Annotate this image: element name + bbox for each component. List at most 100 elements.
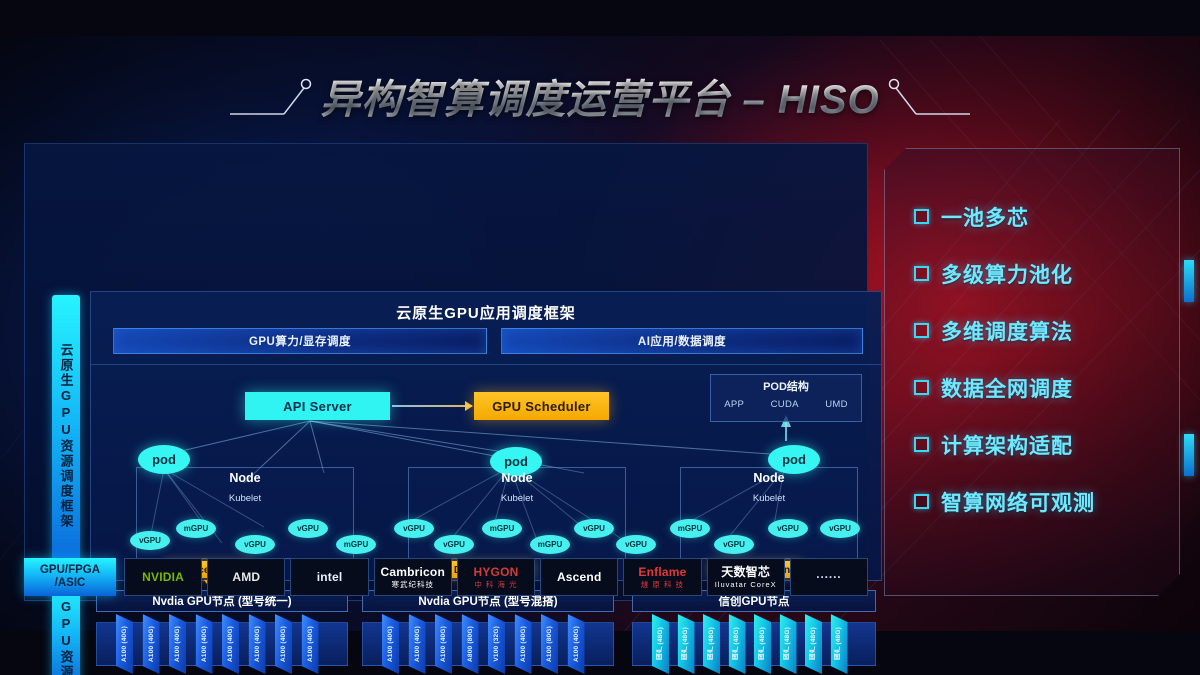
mgpu-badge[interactable]: mGPU (482, 519, 522, 538)
gpu-card[interactable]: A100 (40G) (275, 614, 292, 674)
gpu-scheduler-box[interactable]: GPU Scheduler (474, 392, 609, 420)
gpu-card-label: A100 (40G) (147, 626, 155, 662)
mgpu-badge[interactable]: mGPU (530, 535, 570, 554)
gpu-card[interactable]: A800 (80G) (462, 614, 479, 674)
gpu-card[interactable]: A100 (40G) (409, 614, 426, 674)
node-title: Node (501, 471, 533, 485)
gpu-card[interactable]: A100 (40G) (169, 614, 186, 674)
top-letterbox (0, 0, 1200, 36)
pod-structure-box[interactable]: POD结构 APP CUDA UMD (710, 374, 862, 422)
kubelet-label: Kubelet (752, 493, 786, 504)
gpu-card[interactable]: V100 (32G) (488, 614, 505, 674)
vgpu-badge[interactable]: vGPU (820, 519, 860, 538)
gpu-card[interactable]: A100 (40G) (302, 614, 319, 674)
gpu-card[interactable]: 国产 (48G) (703, 614, 720, 674)
feature-item[interactable]: 智算网络可观测 (914, 473, 1164, 530)
gpu-card-label: A100 (40G) (572, 626, 580, 662)
feature-item-label: 一池多芯 (941, 206, 1029, 230)
vendor-logo-cell[interactable]: AMD (207, 558, 286, 596)
api-server-box[interactable]: API Server (245, 392, 390, 420)
feature-item[interactable]: 一池多芯 (914, 188, 1164, 245)
sidebar-label-framework: 云原生GPU资源调度框架 (52, 295, 80, 577)
pod-badge[interactable]: pod (490, 447, 542, 476)
vgpu-badge[interactable]: vGPU (768, 519, 808, 538)
gpu-card[interactable]: 国产 (48G) (831, 614, 848, 674)
gpu-card[interactable]: 国产 (48G) (729, 614, 746, 674)
feature-item[interactable]: 多维调度算法 (914, 302, 1164, 359)
gpu-card[interactable]: A100 (40G) (222, 614, 239, 674)
vgpu-badge-label: vGPU (583, 524, 605, 533)
mgpu-badge-label: mGPU (343, 540, 369, 549)
gpu-card-label: 国产 (48G) (835, 627, 842, 661)
mgpu-badge[interactable]: mGPU (336, 535, 376, 554)
scheduling-bar-compute[interactable]: GPU算力/显存调度 (113, 328, 487, 354)
gpu-card[interactable]: A100 (40G) (143, 614, 160, 674)
node-group-1: pod Node Kubelet vGPU mGPU vGPU vGPU mGP… (120, 439, 376, 588)
vendor-logo-cell[interactable]: HYGON 中 科 海 光 (456, 558, 536, 596)
vendor-logo-cell[interactable]: NVIDIA (124, 558, 203, 596)
framework-divider (91, 364, 881, 365)
api-server-label: API Server (283, 398, 352, 414)
gpu-card[interactable]: A100 (40G) (249, 614, 266, 674)
gpu-resource-region: Nvdia GPU节点 (型号统一) Nvdia GPU节点 (型号混搭) 信创… (90, 586, 882, 675)
checkbox-icon[interactable] (914, 494, 929, 509)
gpu-card[interactable]: A100 (40G) (435, 614, 452, 674)
vendor-logo-cell[interactable]: intel (290, 558, 369, 596)
gpu-card[interactable]: A100 (40G) (116, 614, 133, 674)
gpu-card-label: 国产 (48G) (758, 627, 766, 661)
gpu-card[interactable]: A100 (80G) (541, 614, 558, 674)
scheduling-bar-ai[interactable]: AI应用/数据调度 (501, 328, 863, 354)
mgpu-badge[interactable]: mGPU (670, 519, 710, 538)
gpu-card[interactable]: 国产 (48G) (780, 614, 797, 674)
vendor-logo: Enflame 燧 原 科 技 (638, 565, 686, 588)
vendor-logo-cell[interactable]: ······ (789, 558, 868, 596)
gpu-card-label: A100 (40G) (306, 626, 314, 662)
checkbox-icon[interactable] (914, 323, 929, 338)
vendor-strip-label: GPU/FPGA /ASIC (24, 558, 116, 596)
vgpu-badge[interactable]: vGPU (714, 535, 754, 554)
checkbox-icon[interactable] (914, 380, 929, 395)
pod-badge[interactable]: pod (768, 445, 820, 474)
vgpu-badge-label: vGPU (443, 540, 465, 549)
gpu-card-label: A100 (40G) (227, 626, 234, 662)
mgpu-badge[interactable]: mGPU (176, 519, 216, 538)
vendor-logo-cell[interactable]: Enflame 燧 原 科 技 (623, 558, 702, 596)
vgpu-badge[interactable]: vGPU (434, 535, 474, 554)
gpu-node-bar-2-label: Nvdia GPU节点 (型号混搭) (418, 596, 558, 608)
feature-panel: 一池多芯多级算力池化 多维调度算法 数据全网调度 计算架构适配 智算网络可观测 (884, 148, 1194, 596)
vgpu-badge[interactable]: vGPU (574, 519, 614, 538)
kubelet-label: Kubelet (500, 493, 534, 504)
vgpu-badge[interactable]: vGPU (616, 535, 656, 554)
gpu-card[interactable]: A100 (40G) (382, 614, 399, 674)
vendor-logo: NVIDIA (142, 570, 184, 584)
gpu-card[interactable]: A100 (40G) (515, 614, 532, 674)
vgpu-badge[interactable]: vGPU (130, 531, 170, 550)
vendor-logo-cell[interactable]: Ascend (540, 558, 619, 596)
mgpu-badge-label: mGPU (489, 524, 515, 533)
checkbox-icon[interactable] (914, 437, 929, 452)
gpu-card[interactable]: A100 (40G) (568, 614, 585, 674)
checkbox-icon[interactable] (914, 209, 929, 224)
feature-item[interactable]: 计算架构适配 (914, 416, 1164, 473)
checkbox-icon[interactable] (914, 266, 929, 281)
vgpu-badge[interactable]: vGPU (394, 519, 434, 538)
vendor-name: intel (316, 569, 343, 584)
gpu-card[interactable]: 国产 (48G) (754, 614, 771, 674)
gpu-card-label: 国产 (48G) (784, 627, 791, 661)
pod-badge[interactable]: pod (138, 445, 190, 474)
panel-accent-top (1184, 260, 1194, 302)
gpu-card[interactable]: 国产 (48G) (652, 614, 669, 674)
feature-list: 一池多芯多级算力池化 多维调度算法 数据全网调度 计算架构适配 智算网络可观测 (914, 188, 1164, 530)
panel-accent-bottom (1184, 434, 1194, 476)
gpu-card[interactable]: 国产 (48G) (678, 614, 695, 674)
vgpu-badge[interactable]: vGPU (235, 535, 275, 554)
gpu-card[interactable]: 国产 (48G) (805, 614, 822, 674)
vgpu-badge-label: vGPU (625, 540, 647, 549)
vendor-logo-cell[interactable]: 天数智芯 Iluvatar CoreX (706, 558, 785, 596)
vendor-logo: Cambricon 寒武纪科技 (381, 565, 445, 588)
gpu-card[interactable]: A100 (40G) (196, 614, 213, 674)
vgpu-badge[interactable]: vGPU (288, 519, 328, 538)
vendor-logo-cell[interactable]: Cambricon 寒武纪科技 (373, 558, 452, 596)
feature-item[interactable]: 多级算力池化 (914, 245, 1164, 302)
feature-item[interactable]: 数据全网调度 (914, 359, 1164, 416)
